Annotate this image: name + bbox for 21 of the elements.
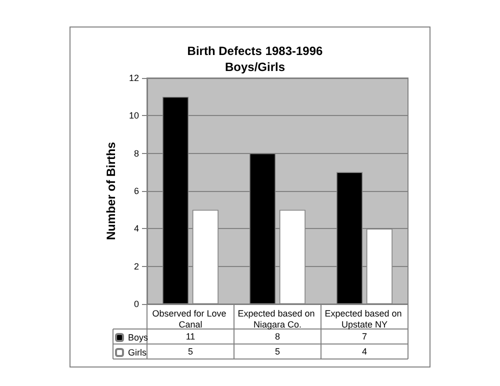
- y-tick-label: 2: [134, 261, 139, 272]
- data-label: 5: [274, 346, 280, 356]
- y-tick-label: 10: [128, 110, 139, 121]
- data-label: 4: [362, 346, 368, 356]
- legend-label: Girls: [128, 348, 147, 358]
- y-tick-label: 0: [134, 299, 139, 309]
- x-tick-label: Expected based on Niagara Co.: [238, 308, 318, 330]
- data-label: 7: [362, 332, 368, 342]
- chart-title: Birth Defects 1983-1996: [187, 44, 324, 58]
- x-tick-label: Observed for Love Canal: [152, 308, 229, 330]
- legend-label: Boys: [128, 332, 149, 342]
- data-label: 11: [186, 332, 196, 342]
- y-tick-label: 4: [134, 224, 139, 234]
- data-label: 8: [274, 332, 280, 342]
- y-tick-label: 8: [134, 148, 139, 158]
- y-tick-label: 12: [128, 73, 139, 83]
- y-tick-label: 6: [134, 186, 139, 196]
- x-tick-label: Expected based on Upstate NY: [324, 308, 404, 330]
- data-label: 5: [188, 346, 194, 356]
- chart-subtitle: Boys/Girls: [224, 60, 286, 74]
- y-axis-title: Number of Births: [104, 142, 118, 240]
